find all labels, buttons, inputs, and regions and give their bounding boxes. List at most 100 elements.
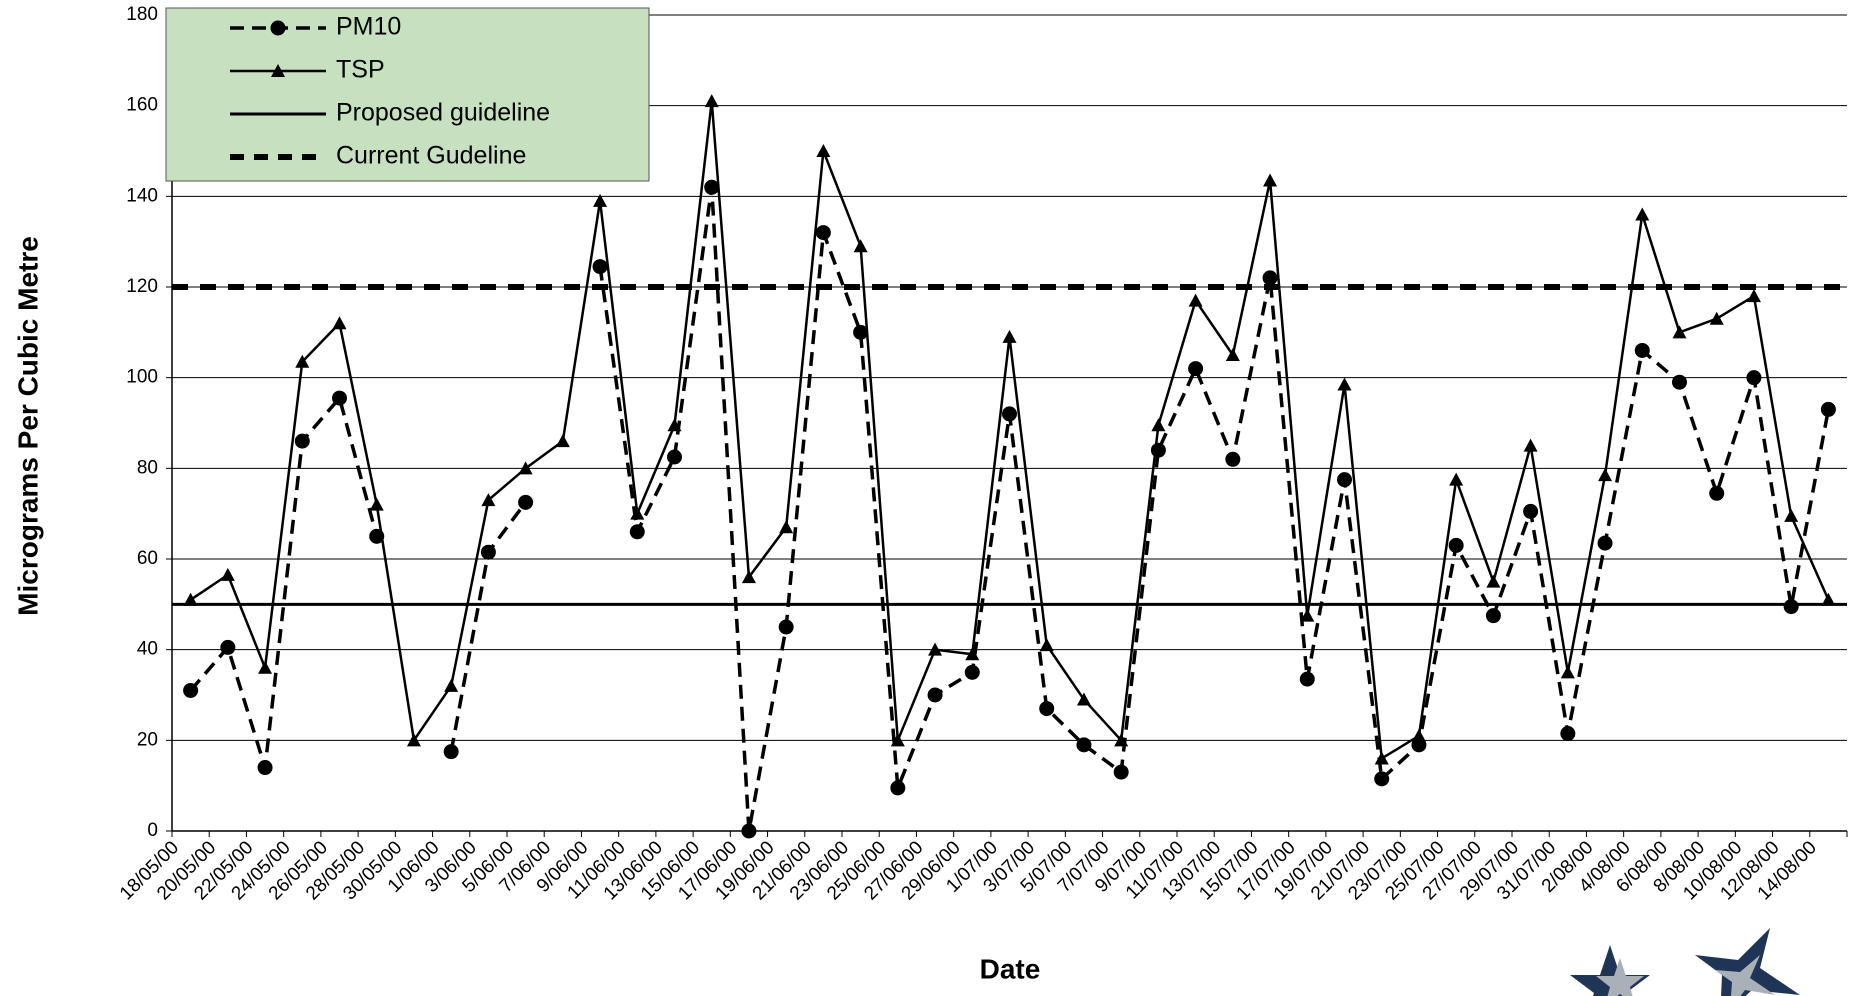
series-line: [189, 99, 1830, 760]
point: [1560, 665, 1575, 679]
point: [1486, 574, 1501, 588]
point: [853, 324, 869, 340]
point: [258, 660, 273, 674]
point: [965, 647, 980, 661]
point: [890, 780, 906, 796]
logo-star: [1596, 958, 1644, 996]
point: [1039, 701, 1055, 717]
point: [1299, 671, 1315, 687]
point: [1523, 438, 1538, 452]
point: [1113, 764, 1129, 780]
point: [890, 733, 905, 747]
point: [1598, 468, 1613, 482]
point: [555, 434, 570, 448]
point: [1225, 451, 1241, 467]
logo-star: [1695, 928, 1800, 996]
point: [1560, 726, 1576, 742]
point: [1076, 737, 1092, 753]
point: [741, 570, 756, 584]
legend-label: Proposed guideline: [336, 99, 550, 127]
point: [295, 354, 310, 368]
point: [1523, 503, 1539, 519]
point: [853, 239, 868, 253]
y-tick-label: 180: [126, 4, 158, 25]
point: [1820, 401, 1836, 417]
series-line: [189, 185, 1831, 833]
point: [443, 744, 459, 760]
point: [964, 664, 980, 680]
point: [1225, 348, 1240, 361]
point: [1039, 638, 1054, 652]
point: [1634, 342, 1650, 358]
legend-label: TSP: [336, 56, 385, 84]
point: [1672, 374, 1687, 390]
point: [667, 449, 682, 465]
point: [928, 642, 943, 656]
y-tick-label: 100: [126, 367, 158, 388]
y-axis-title: Micrograms Per Cubic Metre: [12, 236, 43, 616]
point: [592, 259, 608, 275]
point: [518, 494, 534, 510]
point: [1263, 173, 1278, 187]
point: [1002, 329, 1017, 343]
point: [741, 823, 757, 839]
point: [183, 592, 198, 606]
legend-marker: [270, 20, 286, 36]
point: [816, 144, 831, 157]
point: [1746, 289, 1761, 303]
point: [480, 544, 496, 560]
y-tick-label: 80: [137, 457, 158, 478]
logo-star: [1715, 955, 1775, 996]
point: [294, 433, 310, 449]
point: [1821, 592, 1836, 606]
point: [1672, 325, 1687, 339]
point: [1300, 608, 1315, 622]
y-tick-label: 140: [126, 185, 158, 206]
point: [1485, 608, 1501, 624]
point: [1337, 472, 1352, 488]
point: [1262, 270, 1278, 286]
y-tick-label: 40: [137, 639, 158, 660]
point: [1337, 377, 1352, 391]
point: [779, 520, 794, 534]
y-tick-label: 120: [126, 276, 158, 297]
point: [815, 225, 831, 241]
y-tick-label: 20: [137, 729, 158, 750]
legend-label: PM10: [336, 13, 401, 41]
legend-label: Current Gudeline: [336, 142, 526, 170]
point: [1374, 751, 1389, 765]
point: [444, 678, 459, 692]
point: [220, 639, 236, 655]
point: [667, 418, 682, 432]
point: [1151, 418, 1166, 432]
point: [1449, 472, 1464, 486]
point: [332, 390, 347, 406]
point: [704, 179, 720, 195]
point: [1709, 485, 1725, 501]
point: [406, 733, 421, 747]
logo: [1570, 928, 1800, 996]
point: [1374, 771, 1390, 787]
point: [1002, 406, 1017, 422]
point: [369, 497, 384, 511]
point: [629, 524, 645, 540]
point: [220, 567, 235, 581]
point: [1448, 537, 1464, 553]
point: [1150, 442, 1166, 458]
point: [1188, 293, 1203, 307]
point: [183, 682, 199, 698]
point: [927, 687, 943, 703]
point: [257, 760, 273, 776]
point: [593, 193, 608, 207]
y-tick-label: 160: [126, 95, 158, 116]
point: [1709, 311, 1724, 325]
point: [1411, 728, 1426, 742]
point: [1783, 599, 1799, 615]
point: [1746, 370, 1762, 386]
point: [630, 506, 645, 520]
y-tick-label: 60: [137, 548, 158, 569]
y-tick-label: 0: [147, 820, 158, 841]
legend-marker: [271, 64, 285, 77]
point: [1784, 508, 1799, 522]
